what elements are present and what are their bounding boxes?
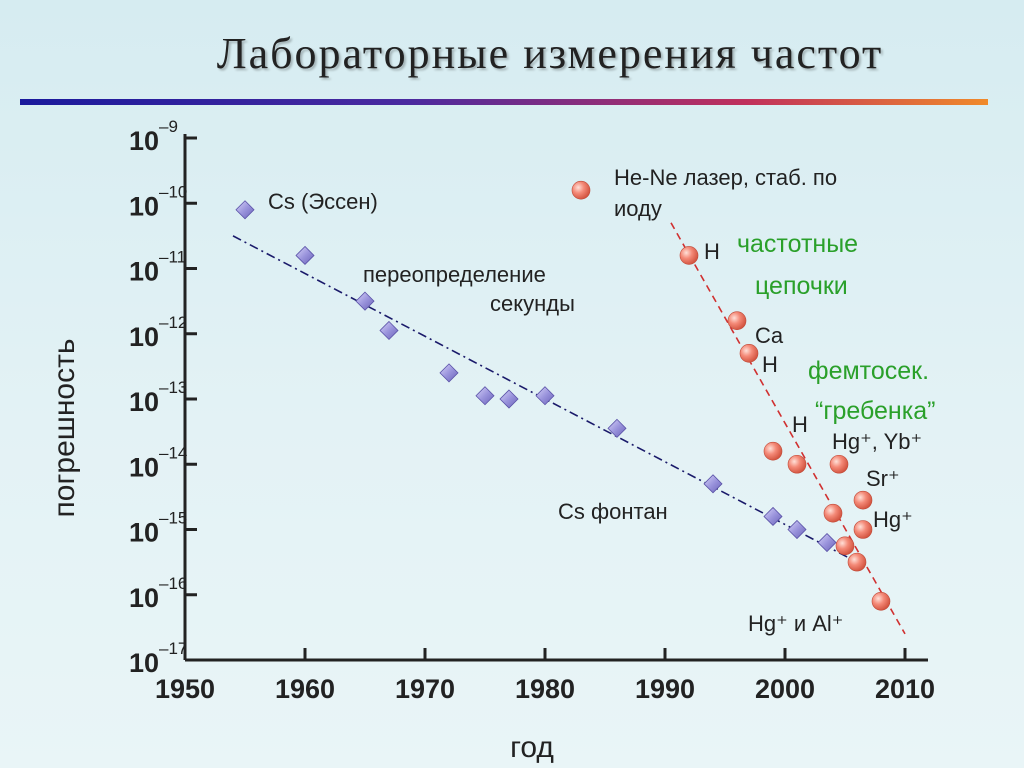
diamond-point [295, 245, 315, 266]
x-tick-label: 1950 [155, 674, 215, 704]
annotation-h-3: H [792, 412, 808, 437]
circle-point [571, 180, 591, 200]
y-tick-label: 10 [129, 191, 159, 221]
circle-point [835, 536, 855, 556]
diamond-point [787, 519, 807, 540]
annotation-hg-al: Hg⁺ и Al⁺ [748, 611, 843, 636]
axes [183, 134, 928, 662]
circle-point [739, 344, 759, 363]
annotation-h-1: H [704, 239, 720, 264]
diamond-point [475, 386, 495, 406]
y-tick-exponent: –11 [159, 248, 186, 267]
x-tick-label: 1960 [275, 674, 335, 704]
annotation-iodine: иоду [614, 196, 662, 221]
diamond-point [535, 386, 555, 406]
circle-point [853, 490, 873, 510]
y-tick-exponent: –14 [159, 443, 187, 462]
y-tick-label: 10 [129, 648, 159, 678]
annotations: Cs (Эссен) переопределение секунды Cs фо… [268, 165, 935, 636]
diamond-point [763, 506, 783, 527]
annotation-comb: “гребенка” [815, 397, 935, 425]
circle-point [763, 441, 783, 461]
circle-point [871, 591, 891, 611]
annotation-hg: Hg⁺ [873, 507, 913, 532]
y-tick-label: 10 [129, 518, 159, 548]
y-tick-label: 10 [129, 583, 159, 613]
diamond-point [499, 389, 519, 409]
data-marks [235, 180, 891, 611]
diamond-point [703, 474, 723, 494]
annotation-hg-yb: Hg⁺, Yb⁺ [832, 429, 922, 454]
y-tick-exponent: –9 [159, 117, 178, 136]
annotation-femtosecond: фемтосек. [808, 357, 929, 385]
annotation-cs-essen: Cs (Эссен) [268, 189, 378, 214]
x-tick-label: 1990 [635, 674, 695, 704]
annotation-redefinition: переопределение [363, 262, 546, 287]
diamond-point [355, 291, 375, 311]
y-tick-exponent: –15 [159, 509, 187, 528]
y-axis-label: погрешность [48, 339, 81, 518]
diamond-point [817, 532, 837, 553]
y-tick-label: 10 [129, 452, 159, 482]
y-tick-exponent: –13 [159, 378, 187, 397]
y-tick-label: 10 [129, 257, 159, 287]
circle-point [727, 311, 747, 331]
trend-line-optical [670, 222, 906, 635]
y-tick-label: 10 [129, 387, 159, 417]
annotation-second: секунды [490, 291, 575, 316]
annotation-frequency: частотные [737, 230, 858, 258]
circle-point [679, 246, 699, 265]
annotation-h-2: H [762, 352, 778, 377]
y-tick-label: 10 [129, 126, 159, 156]
circle-point [787, 454, 807, 474]
circle-point [853, 520, 873, 539]
y-tick-label: 10 [129, 322, 159, 352]
trend-line-cesium [232, 235, 858, 563]
y-tick-exponent: –17 [159, 639, 187, 658]
y-tick-exponent: –10 [159, 182, 187, 201]
trend-lines [232, 222, 906, 635]
x-tick-label: 2000 [755, 674, 815, 704]
annotation-cs-fountain: Cs фонтан [558, 499, 668, 524]
y-tick-exponent: –16 [159, 574, 187, 593]
annotation-sr: Sr⁺ [866, 466, 900, 491]
circle-point [847, 552, 867, 572]
annotation-hene-laser: He-Ne лазер, стаб. по [614, 165, 837, 190]
y-tick-exponent: –12 [159, 313, 187, 332]
diamond-point [439, 363, 459, 383]
diamond-point [235, 200, 255, 220]
circle-point [829, 454, 849, 474]
x-tick-label: 2010 [875, 674, 935, 704]
diamond-point [379, 320, 399, 341]
slide-title: Лабораторные измерения частот [216, 29, 884, 78]
title-rule [20, 99, 988, 105]
annotation-ca: Ca [755, 323, 784, 348]
x-tick-label: 1970 [395, 674, 455, 704]
circle-point [823, 503, 843, 523]
x-tick-label: 1980 [515, 674, 575, 704]
diamond-point [607, 418, 627, 438]
x-axis-label: год [510, 731, 554, 764]
annotation-chains: цепочки [755, 272, 848, 300]
